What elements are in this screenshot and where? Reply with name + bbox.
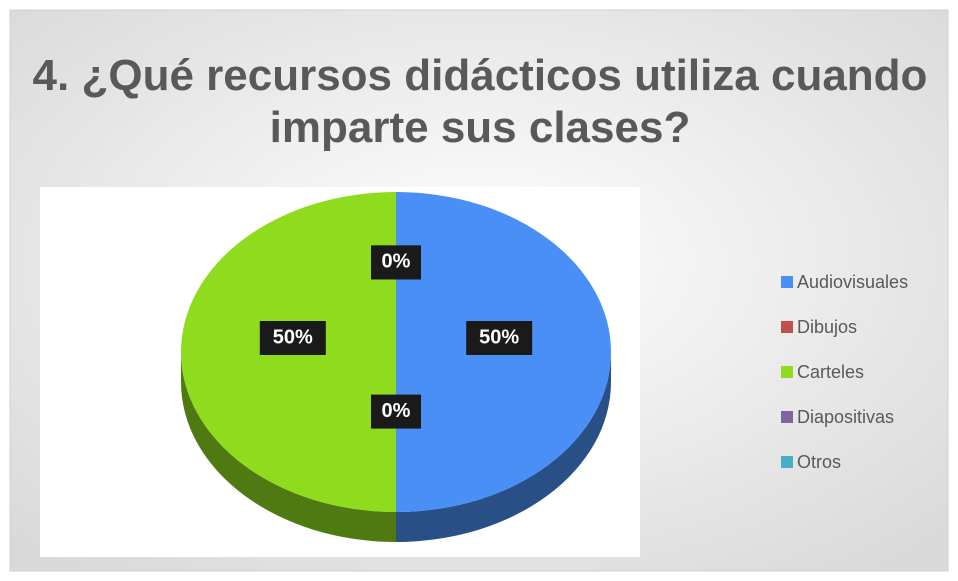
data-label: 50% [479,326,519,348]
legend-label: Diapositivas [797,407,894,427]
legend-label: Dibujos [797,317,857,337]
pie-side [181,352,396,542]
data-label: 0% [382,251,411,273]
data-label-box [259,321,326,355]
pie-side [396,352,611,542]
data-label-box [371,245,421,280]
legend-label: Carteles [797,362,864,382]
legend-swatch [781,321,793,333]
data-label-box [371,394,421,429]
data-label-box [466,321,533,355]
legend-swatch [781,456,793,468]
data-label: 50% [273,326,313,348]
legend-label: Audiovisuales [797,272,908,292]
legend-swatch [781,276,793,288]
legend-swatch [781,411,793,423]
legend-swatch [781,366,793,378]
chart-title: 4. ¿Qué recursos didácticos utiliza cuan… [33,51,928,152]
legend-label: Otros [797,452,841,472]
data-label: 0% [382,400,411,422]
